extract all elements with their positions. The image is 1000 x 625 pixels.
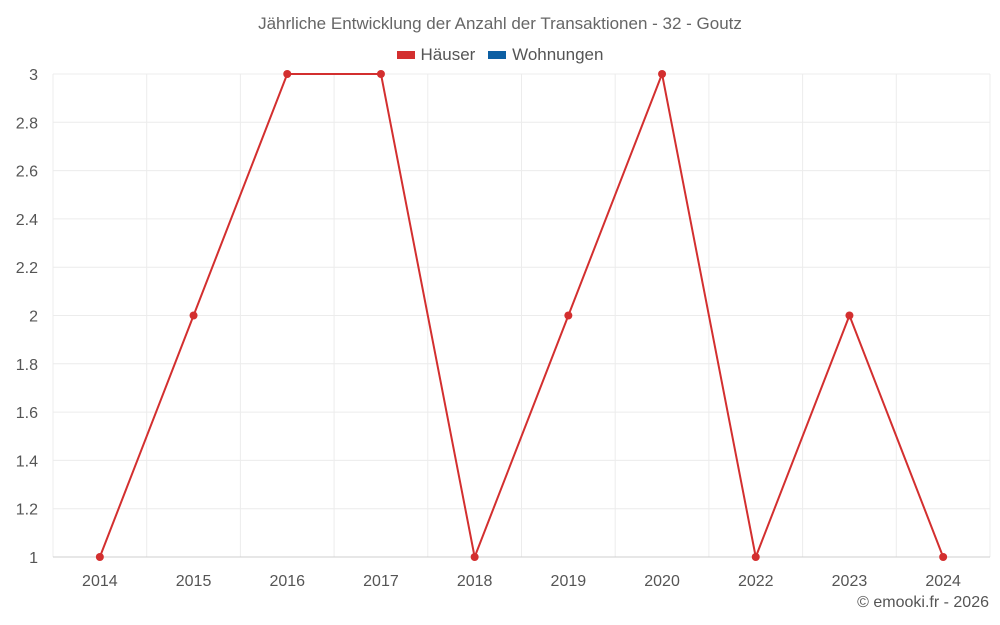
y-tick-label: 1.4 [16, 453, 38, 470]
x-tick-label: 2014 [82, 573, 118, 590]
legend-swatch-wohnungen [488, 51, 507, 59]
data-point [658, 70, 667, 78]
y-tick-label: 2.8 [16, 115, 38, 132]
data-point [845, 311, 854, 320]
data-point [470, 553, 479, 561]
y-tick-label: 2.2 [16, 260, 38, 277]
legend-item-wohnungen[interactable]: Wohnungen [488, 45, 603, 65]
data-point [939, 553, 948, 561]
legend-label-wohnungen: Wohnungen [512, 45, 604, 64]
series-line-0 [98, 73, 945, 558]
chart-title: Jährliche Entwicklung der Anzahl der Tra… [258, 14, 742, 33]
legend-swatch-haeuser [396, 51, 415, 59]
x-tick-label: 2022 [738, 573, 774, 590]
x-tick-label: 2017 [363, 573, 399, 590]
y-tick-label: 2.6 [16, 164, 38, 181]
x-tick-label: 2015 [176, 573, 212, 590]
y-tick-label: 2 [29, 309, 38, 326]
x-tick-label: 2018 [457, 573, 493, 590]
data-point [564, 311, 573, 320]
y-tick-label: 1.6 [16, 405, 38, 422]
x-tick-label: 2019 [551, 573, 587, 590]
data-point [283, 70, 292, 78]
y-tick-label: 1 [29, 550, 38, 567]
legend-label-haeuser: Häuser [420, 45, 476, 64]
credit-text: © emooki.fr - 2026 [857, 594, 989, 611]
x-tick-label: 2020 [644, 573, 680, 590]
x-tick-label: 2024 [925, 573, 961, 590]
y-tick-label: 1.8 [16, 357, 38, 374]
legend-item-haeuser[interactable]: Häuser [396, 45, 476, 65]
x-tick-label: 2016 [269, 573, 305, 590]
x-tick-label: 2023 [832, 573, 868, 590]
y-tick-label: 2.4 [16, 212, 38, 229]
legend: Häuser Wohnungen [0, 44, 1000, 65]
data-point [376, 70, 385, 78]
y-tick-label: 1.2 [16, 502, 38, 519]
y-tick-label: 3 [29, 67, 38, 84]
data-point [189, 311, 198, 320]
data-point [751, 553, 760, 561]
data-point [95, 553, 104, 561]
